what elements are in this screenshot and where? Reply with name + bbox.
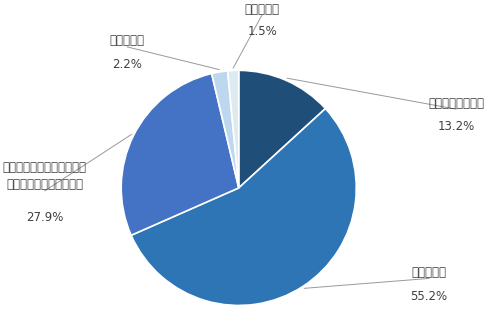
Wedge shape (211, 71, 239, 188)
Text: わからない: わからない (245, 3, 280, 16)
Text: 影響はない: 影響はない (110, 35, 145, 47)
Text: 2.2%: 2.2% (112, 58, 142, 71)
Text: 深刻な影響がある: 深刻な影響がある (428, 97, 484, 110)
Wedge shape (239, 70, 326, 188)
Text: 今のところ影響はないが、
今後の影響が懸念される: 今のところ影響はないが、 今後の影響が懸念される (3, 161, 87, 191)
Text: 27.9%: 27.9% (26, 211, 64, 224)
Wedge shape (121, 74, 239, 235)
Text: 13.2%: 13.2% (437, 120, 475, 133)
Text: 影響がある: 影響がある (412, 266, 447, 279)
Wedge shape (131, 108, 356, 306)
Wedge shape (227, 70, 239, 188)
Text: 1.5%: 1.5% (247, 25, 277, 38)
Text: 55.2%: 55.2% (411, 290, 448, 302)
